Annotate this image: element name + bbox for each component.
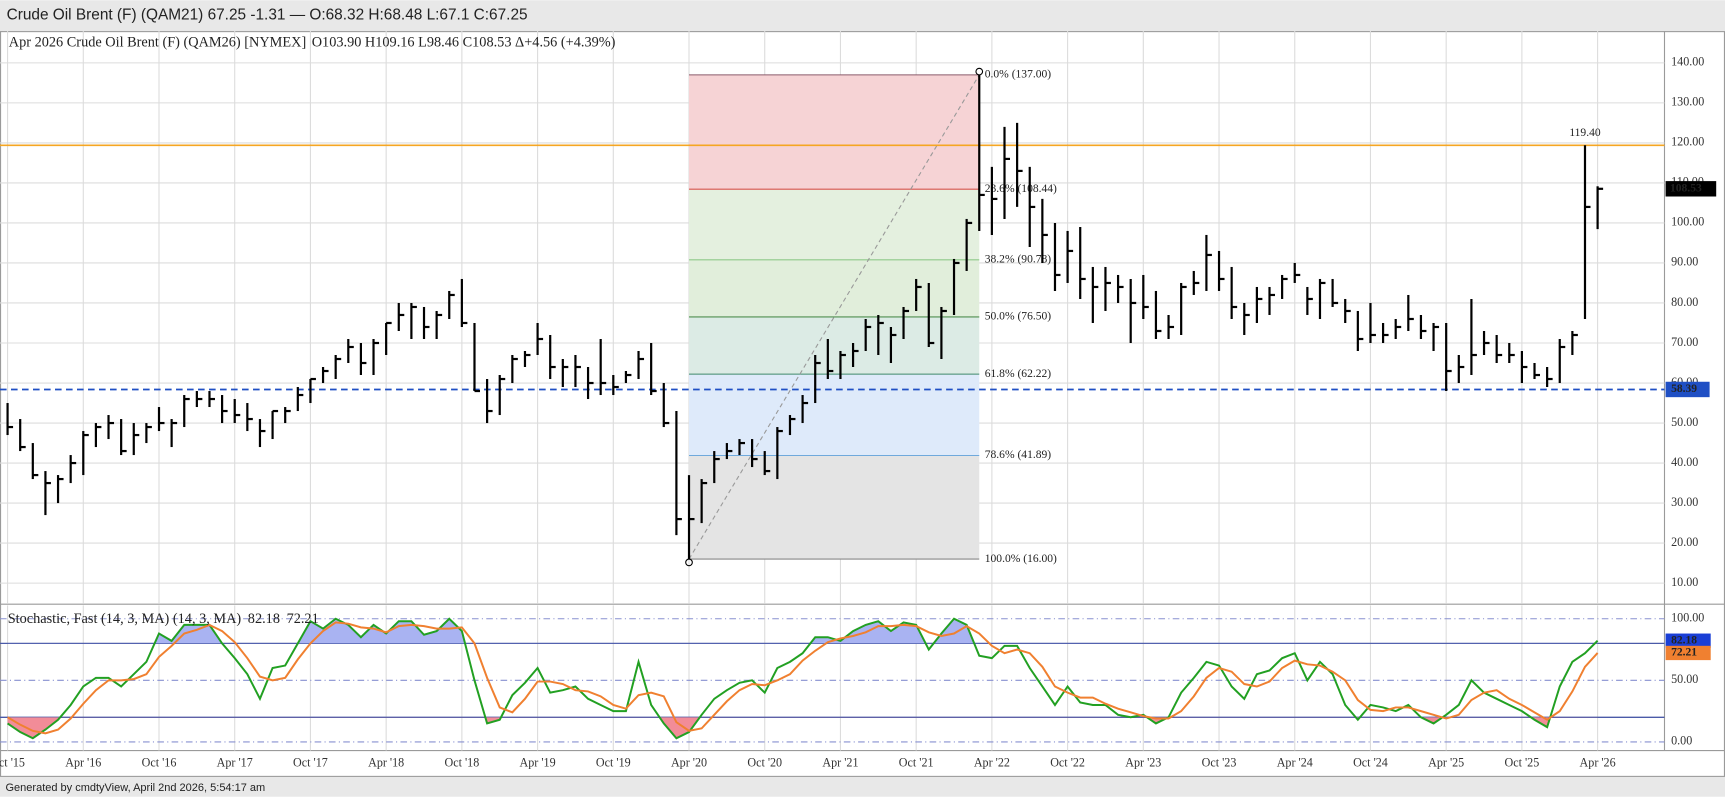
x-tick-label: Apr '22 <box>974 756 1010 770</box>
x-tick-label: Oct '24 <box>1353 756 1388 770</box>
y-tick-label: 140.00 <box>1671 55 1704 69</box>
y-tick-label: 50.00 <box>1671 415 1698 429</box>
x-tick-label: Oct '15 <box>0 756 25 770</box>
y-tick-label: 20.00 <box>1671 535 1698 549</box>
panel-title: Apr 2026 Crude Oil Brent (F) (QAM26) [NY… <box>9 34 306 50</box>
y-tick-label: 50.00 <box>1671 672 1698 686</box>
fib-band <box>689 455 980 560</box>
x-tick-label: Apr '26 <box>1580 756 1616 770</box>
y-tick-label: 0.00 <box>1671 734 1692 748</box>
x-tick-label: Apr '18 <box>368 756 404 770</box>
fib-band <box>689 189 980 260</box>
axis-value-box <box>1665 381 1710 398</box>
axis-value-box <box>1665 633 1711 648</box>
fib-band <box>689 74 980 190</box>
y-tick-label: 40.00 <box>1671 455 1698 469</box>
axis-value-label: 82.18 <box>1671 634 1697 646</box>
axis-value-label: 72.21 <box>1671 647 1697 659</box>
fib-label: 78.6% (41.89) <box>985 449 1052 461</box>
header-title: Crude Oil Brent (F) (QAM21) 67.25 -1.31 … <box>7 7 528 24</box>
last-price-box <box>1665 181 1717 197</box>
x-tick-label: Apr '23 <box>1125 756 1161 770</box>
y-tick-label: 10.00 <box>1671 575 1698 589</box>
y-tick-label: 80.00 <box>1671 295 1698 309</box>
last-price-label: 108.53 <box>1670 182 1702 194</box>
fib-trend-line <box>688 74 980 560</box>
stochastic-title: Stochastic, Fast (14, 3, MA) (14, 3, MA) <box>8 611 242 627</box>
x-tick-label: Oct '19 <box>596 756 631 770</box>
horizontal-line-label: 119.40 <box>1569 127 1601 139</box>
fib-label: 50.0% (76.50) <box>985 311 1052 323</box>
x-tick-label: Oct '18 <box>444 756 479 770</box>
x-tick-label: Apr '25 <box>1428 756 1464 770</box>
y-tick-label: 70.00 <box>1671 335 1698 349</box>
y-tick-label: 90.00 <box>1671 255 1698 269</box>
x-tick-label: Oct '22 <box>1050 756 1085 770</box>
y-tick-label: 130.00 <box>1671 95 1704 109</box>
axis-value-box <box>1665 645 1711 661</box>
x-tick-label: Apr '17 <box>217 756 253 770</box>
footer-text: Generated by cmdtyView, April 2nd 2026, … <box>6 782 266 794</box>
stochastic-line <box>7 617 1599 740</box>
stochastic-line <box>7 621 1599 735</box>
y-tick-label: 100.00 <box>1671 611 1704 625</box>
x-tick-label: Apr '21 <box>822 756 858 770</box>
x-tick-label: Apr '24 <box>1277 756 1313 770</box>
x-tick-label: Apr '20 <box>671 756 707 770</box>
legend-value: 72.21 <box>287 611 319 627</box>
fib-band <box>689 259 980 317</box>
fib-label: 38.2% (90.78) <box>985 253 1052 265</box>
legend-value: 82.18 <box>248 611 280 627</box>
x-tick-label: Oct '25 <box>1505 756 1540 770</box>
footer-bar <box>0 776 1725 797</box>
header-bar <box>0 0 1725 32</box>
fib-label: 100.0% (16.00) <box>985 553 1057 565</box>
fib-band <box>689 316 980 375</box>
fib-label: 0.0% (137.00) <box>985 69 1052 81</box>
x-tick-label: Oct '21 <box>899 756 934 770</box>
axis-value-label: 58.39 <box>1671 383 1697 395</box>
fib-band <box>689 374 980 456</box>
frame <box>0 31 1725 777</box>
x-tick-label: Oct '20 <box>747 756 782 770</box>
y-tick-label: 100.00 <box>1671 215 1704 229</box>
fib-label: 23.6% (108.44) <box>985 183 1057 195</box>
x-tick-label: Oct '17 <box>293 756 328 770</box>
fib-label: 61.8% (62.22) <box>985 368 1052 380</box>
y-tick-label: 120.00 <box>1671 135 1704 149</box>
plot-layer: 10.0020.0030.0040.0050.0060.0070.0080.00… <box>0 31 1717 770</box>
x-tick-label: Apr '16 <box>65 756 101 770</box>
y-tick-label: 30.00 <box>1671 495 1698 509</box>
ohlc-info: O103.90 H109.16 L98.46 C108.53 Δ+4.56 (+… <box>312 34 616 50</box>
x-tick-label: Oct '23 <box>1202 756 1237 770</box>
x-tick-label: Oct '16 <box>142 756 177 770</box>
x-tick-label: Apr '19 <box>520 756 556 770</box>
